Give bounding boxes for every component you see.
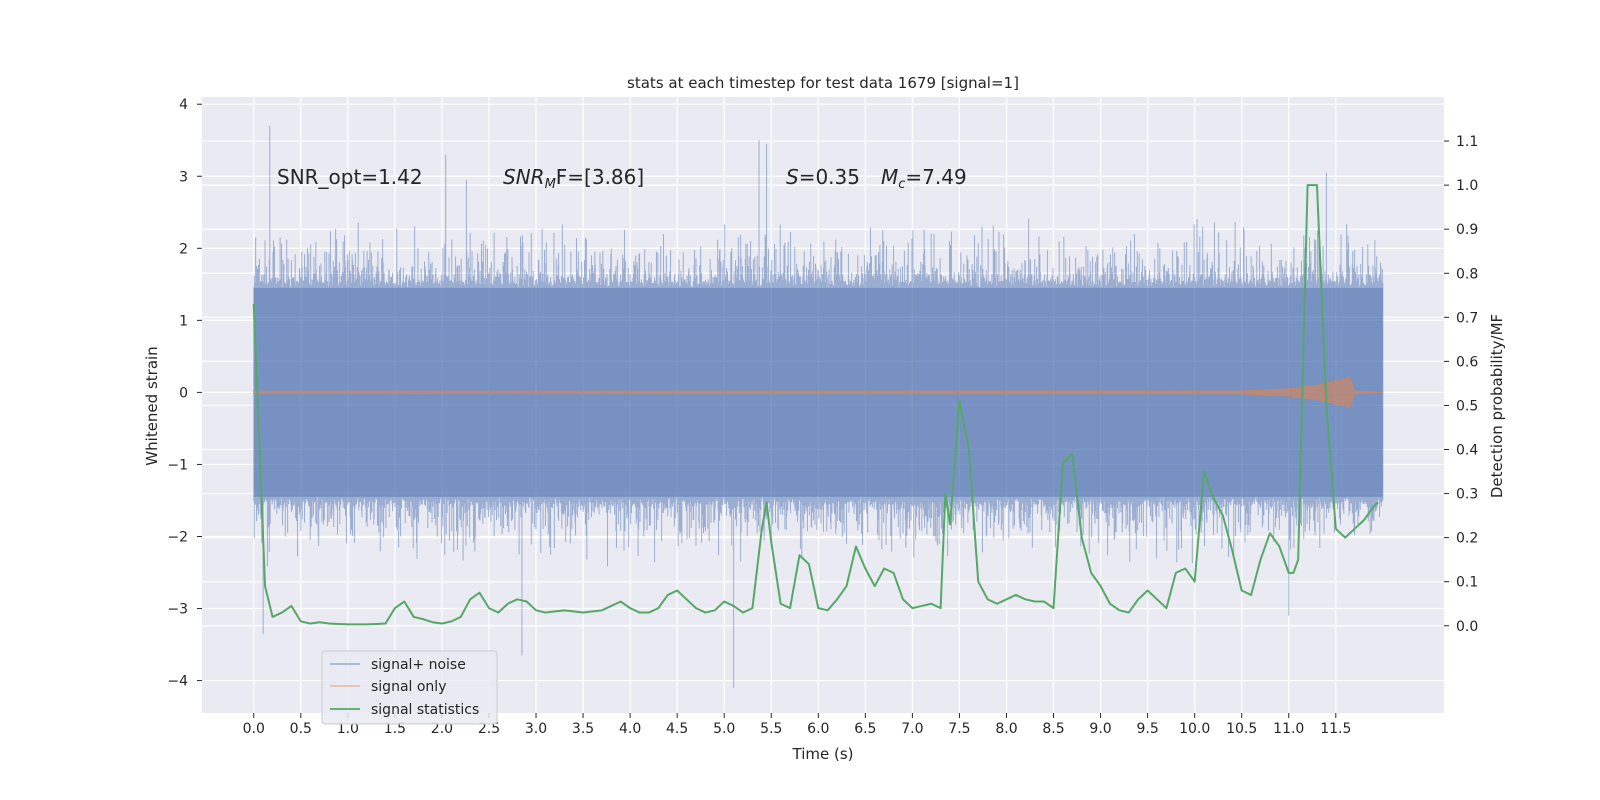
legend: signal+ noise signal only signal statist… (321, 650, 498, 725)
mc-value: =7.49 (905, 165, 966, 189)
y2-tick-label: 0.8 (1456, 266, 1478, 282)
x-tick-label: 6.0 (807, 721, 829, 737)
y-tick-label: −2 (167, 529, 188, 545)
legend-box (321, 650, 498, 725)
x-tick-label: 11.0 (1273, 721, 1304, 737)
x-tick-label: 1.0 (337, 721, 359, 737)
x-tick-label: 10.0 (1179, 721, 1210, 737)
x-tick-label: 5.5 (760, 721, 782, 737)
y2-tick-label: 0.0 (1456, 619, 1478, 635)
x-tick-label: 8.5 (1042, 721, 1064, 737)
y-tick-label: 0 (179, 385, 188, 401)
x-tick-label: 3.5 (572, 721, 594, 737)
y2-tick-label: 1.1 (1456, 134, 1478, 150)
x-tick-label: 7.0 (901, 721, 923, 737)
x-tick-label: 4.5 (666, 721, 688, 737)
legend-label-noise: signal+ noise (371, 657, 466, 673)
x-tick-label: 0.0 (243, 721, 265, 737)
x-tick-label: 1.5 (384, 721, 406, 737)
y-tick-label: −4 (167, 674, 188, 690)
snr-mf-subscript: M (545, 177, 556, 192)
chart-title: stats at each timestep for test data 167… (627, 74, 1019, 92)
y2-tick-label: 0.6 (1456, 354, 1478, 370)
y-axis-label: Whitened strain (143, 346, 161, 465)
mc-subscript: c (898, 177, 905, 192)
annotation-spin: S=0.35 (786, 165, 860, 189)
s-value: =0.35 (799, 165, 860, 189)
y2-tick-label: 0.3 (1456, 487, 1478, 503)
s-symbol: S (786, 165, 799, 189)
ticks: 0.0 0.5 1.0 1.5 2.0 2.5 3.0 3.5 4.0 4.5 5.0 5.5 6.0 6… (167, 97, 1478, 737)
y-tick-label: 4 (179, 97, 188, 113)
y2-tick-label: 0.1 (1456, 575, 1478, 591)
x-tick-label: 2.0 (431, 721, 453, 737)
x-tick-label: 8.0 (995, 721, 1017, 737)
y-tick-label: −3 (167, 602, 188, 618)
y-tick-label: 3 (179, 169, 188, 185)
x-tick-label: 7.5 (948, 721, 970, 737)
series-signal-statistics (252, 184, 1379, 626)
y2-axis-label: Detection probability/MF (1488, 314, 1506, 498)
y-tick-label: 1 (179, 313, 188, 329)
snr-mf-symbol: SNR (503, 165, 545, 189)
x-tick-label: 2.5 (478, 721, 500, 737)
x-tick-label: 5.0 (713, 721, 735, 737)
y-tick-label: 2 (179, 241, 188, 257)
x-tick-label: 3.0 (525, 721, 547, 737)
x-tick-label: 11.5 (1320, 721, 1351, 737)
x-axis-label: Time (s) (792, 745, 854, 763)
data-layer (252, 125, 1384, 688)
legend-label-signal: signal only (371, 679, 446, 695)
y2-tick-label: 0.2 (1456, 531, 1478, 547)
y2-tick-label: 0.9 (1456, 222, 1478, 238)
annotation-snr-opt: SNR_opt=1.42 (277, 165, 423, 189)
snr-mf-value: F=[3.86] (556, 165, 644, 189)
x-tick-label: 0.5 (290, 721, 312, 737)
x-tick-label: 9.5 (1136, 721, 1158, 737)
y2-tick-label: 0.5 (1456, 398, 1478, 414)
y2-tick-label: 0.4 (1456, 443, 1478, 459)
y2-tick-label: 1.0 (1456, 178, 1478, 194)
x-tick-label: 4.0 (619, 721, 641, 737)
x-tick-label: 9.0 (1089, 721, 1111, 737)
legend-label-stats: signal statistics (371, 702, 479, 718)
annotation-chirp-mass: Mc=7.49 (881, 165, 967, 192)
x-tick-label: 10.5 (1226, 721, 1257, 737)
annotation-snr-mf: SNRMF=[3.86] (503, 165, 644, 192)
y-tick-label: −1 (167, 457, 188, 473)
y2-tick-label: 0.7 (1456, 310, 1478, 326)
mc-symbol: M (881, 165, 898, 189)
x-tick-label: 6.5 (854, 721, 876, 737)
